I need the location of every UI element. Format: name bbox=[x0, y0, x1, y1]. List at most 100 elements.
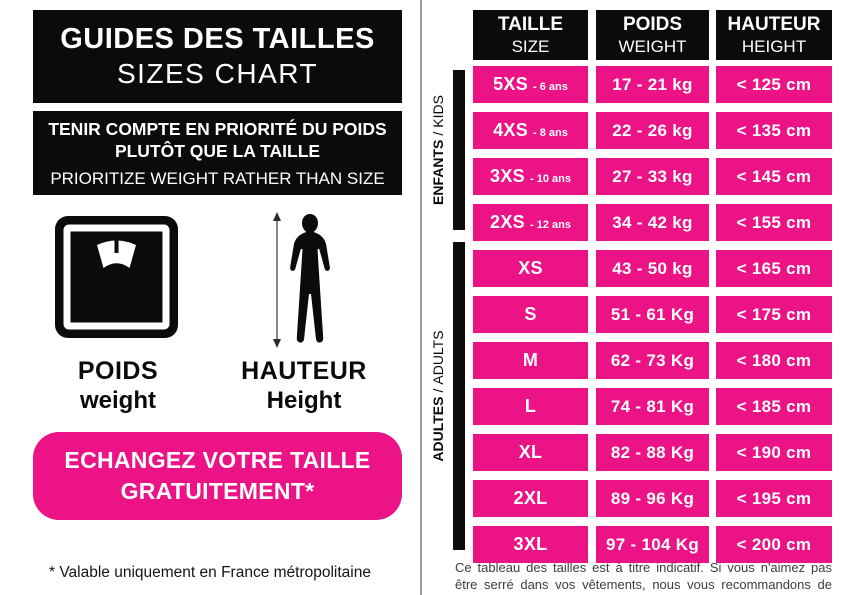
size-cell: 4XS - 8 ans bbox=[473, 112, 588, 149]
size-value: S bbox=[524, 304, 537, 324]
height-label-fr: HAUTEUR bbox=[241, 357, 367, 385]
column-header-size-fr: TAILLE bbox=[497, 13, 564, 35]
table-row-xl: XL 82 - 88 Kg < 190 cm bbox=[473, 434, 832, 471]
table-row-3xl: 3XL 97 - 104 Kg < 200 cm bbox=[473, 526, 832, 563]
age-value: - 12 ans bbox=[529, 218, 571, 231]
height-cell: < 175 cm bbox=[716, 296, 832, 333]
age-value: - 6 ans bbox=[533, 80, 568, 93]
adults-group-label: ADULTES / ADULTS bbox=[429, 242, 447, 550]
priority-note-box: TENIR COMPTE EN PRIORITÉ DU POIDS PLUTÔT… bbox=[33, 111, 402, 195]
size-value: 3XS bbox=[490, 166, 525, 186]
page-subtitle: SIZES CHART bbox=[116, 58, 319, 89]
height-cell: < 195 cm bbox=[716, 480, 832, 517]
height-cell: < 180 cm bbox=[716, 342, 832, 379]
height-cell: < 125 cm bbox=[716, 66, 832, 103]
table-row-3xs: 3XS - 10 ans 27 - 33 kg < 145 cm bbox=[473, 158, 832, 195]
weight-cell: 22 - 26 kg bbox=[596, 112, 709, 149]
size-value: 5XS bbox=[493, 74, 529, 94]
weight-label-fr: POIDS bbox=[77, 357, 159, 385]
table-row-2xl: 2XL 89 - 96 Kg < 195 cm bbox=[473, 480, 832, 517]
height-label: HAUTEUR Height bbox=[234, 357, 374, 415]
table-row-s: S 51 - 61 Kg < 175 cm bbox=[473, 296, 832, 333]
weight-cell: 17 - 21 kg bbox=[596, 66, 709, 103]
adults-group-label-en: ADULTS bbox=[430, 330, 446, 385]
scale-icon bbox=[55, 216, 178, 338]
footnote: * Valable uniquement en France métropoli… bbox=[49, 564, 371, 581]
table-row-xs: XS 43 - 50 kg < 165 cm bbox=[473, 250, 832, 287]
priority-note-fr-line1: TENIR COMPTE EN PRIORITÉ DU POIDS bbox=[48, 118, 387, 139]
weight-cell: 27 - 33 kg bbox=[596, 158, 709, 195]
size-cell: M bbox=[473, 342, 588, 379]
column-header-size-en: SIZE bbox=[511, 36, 550, 56]
panel-divider bbox=[420, 0, 422, 595]
column-header-height-en: HEIGHT bbox=[741, 36, 807, 56]
priority-note-fr-line2: PLUTÔT QUE LA TAILLE bbox=[114, 140, 321, 161]
age-value: - 8 ans bbox=[533, 126, 568, 139]
height-cell: < 200 cm bbox=[716, 526, 832, 563]
size-value: M bbox=[522, 350, 539, 370]
column-header-height: HAUTEUR HEIGHT bbox=[716, 10, 832, 60]
size-cell: L bbox=[473, 388, 588, 425]
kids-group-bar bbox=[453, 70, 465, 230]
size-value: XL bbox=[518, 442, 543, 462]
exchange-size-button-line2: GRATUITEMENT* bbox=[120, 478, 315, 504]
table-row-4xs: 4XS - 8 ans 22 - 26 kg < 135 cm bbox=[473, 112, 832, 149]
adults-group-bar bbox=[453, 242, 465, 550]
size-cell: XL bbox=[473, 434, 588, 471]
table-row-l: L 74 - 81 Kg < 185 cm bbox=[473, 388, 832, 425]
page-title: GUIDES DES TAILLES bbox=[60, 23, 375, 55]
person-height-arrow-icon bbox=[273, 212, 330, 348]
weight-label-en: weight bbox=[80, 387, 156, 414]
size-value: 2XL bbox=[513, 488, 548, 508]
table-row-2xs: 2XS - 12 ans 34 - 42 kg < 155 cm bbox=[473, 204, 832, 241]
size-value: XS bbox=[518, 258, 543, 278]
size-cell: XS bbox=[473, 250, 588, 287]
weight-cell: 97 - 104 Kg bbox=[596, 526, 709, 563]
size-table: 5XS - 6 ans 17 - 21 kg < 125 cm 4XS - 8 … bbox=[473, 66, 832, 572]
age-value: - 10 ans bbox=[529, 172, 571, 185]
size-value: 2XS bbox=[490, 212, 525, 232]
exchange-size-button[interactable]: ECHANGEZ VOTRE TAILLE GRATUITEMENT* bbox=[33, 432, 402, 520]
weight-cell: 34 - 42 kg bbox=[596, 204, 709, 241]
kids-group-label-separator: / bbox=[430, 131, 446, 136]
adults-group-label-fr: ADULTES bbox=[430, 396, 446, 462]
height-cell: < 135 cm bbox=[716, 112, 832, 149]
column-header-weight-en: WEIGHT bbox=[618, 36, 687, 56]
weight-cell: 51 - 61 Kg bbox=[596, 296, 709, 333]
kids-group-label-fr: ENFANTS bbox=[430, 139, 446, 205]
column-header-size: TAILLE SIZE bbox=[473, 10, 588, 60]
size-cell: 3XS - 10 ans bbox=[473, 158, 588, 195]
height-cell: < 165 cm bbox=[716, 250, 832, 287]
weight-cell: 74 - 81 Kg bbox=[596, 388, 709, 425]
size-value: L bbox=[524, 396, 537, 416]
table-row-5xs: 5XS - 6 ans 17 - 21 kg < 125 cm bbox=[473, 66, 832, 103]
column-header-weight: POIDS WEIGHT bbox=[596, 10, 709, 60]
weight-cell: 43 - 50 kg bbox=[596, 250, 709, 287]
size-cell: 2XL bbox=[473, 480, 588, 517]
exchange-size-button-line1: ECHANGEZ VOTRE TAILLE bbox=[64, 447, 371, 473]
table-disclaimer: Ce tableau des tailles est à titre indic… bbox=[455, 560, 832, 595]
weight-cell: 89 - 96 Kg bbox=[596, 480, 709, 517]
weight-label: POIDS weight bbox=[48, 357, 188, 415]
size-cell: 5XS - 6 ans bbox=[473, 66, 588, 103]
size-cell: S bbox=[473, 296, 588, 333]
kids-group-label-en: KIDS bbox=[430, 95, 446, 128]
priority-note-en: PRIORITIZE WEIGHT RATHER THAN SIZE bbox=[50, 168, 385, 188]
size-value: 4XS bbox=[493, 120, 529, 140]
table-row-m: M 62 - 73 Kg < 180 cm bbox=[473, 342, 832, 379]
column-header-height-fr: HAUTEUR bbox=[727, 13, 821, 35]
height-cell: < 185 cm bbox=[716, 388, 832, 425]
size-cell: 2XS - 12 ans bbox=[473, 204, 588, 241]
title-box: GUIDES DES TAILLES SIZES CHART bbox=[33, 10, 402, 103]
weight-cell: 82 - 88 Kg bbox=[596, 434, 709, 471]
height-label-en: Height bbox=[266, 387, 342, 414]
height-cell: < 145 cm bbox=[716, 158, 832, 195]
weight-cell: 62 - 73 Kg bbox=[596, 342, 709, 379]
column-header-weight-fr: POIDS bbox=[622, 13, 683, 35]
adults-group-label-separator: / bbox=[430, 388, 446, 393]
size-cell: 3XL bbox=[473, 526, 588, 563]
size-value: 3XL bbox=[513, 534, 548, 554]
height-cell: < 190 cm bbox=[716, 434, 832, 471]
kids-group-label: ENFANTS / KIDS bbox=[429, 70, 447, 230]
